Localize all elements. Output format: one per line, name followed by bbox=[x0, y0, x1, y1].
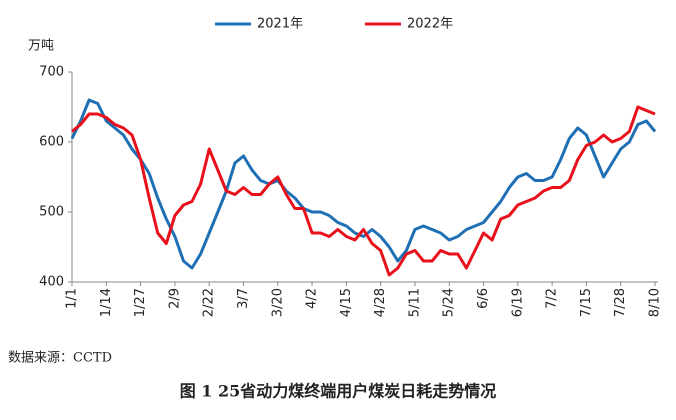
y-unit: 万吨 bbox=[28, 39, 54, 54]
series-line bbox=[70, 98, 657, 270]
x-tick-label: 7/15 bbox=[579, 288, 594, 317]
x-tick-label: 5/24 bbox=[442, 288, 457, 317]
source: 数据来源：CCTD bbox=[8, 351, 112, 366]
x-tick-label: 5/11 bbox=[407, 288, 422, 317]
x-tick-label: 4/28 bbox=[373, 288, 388, 317]
x-tick-label: 6/19 bbox=[510, 288, 525, 317]
y-tick-label: 600 bbox=[39, 135, 64, 150]
caption: 图 1 25省动力煤终端用户煤炭日耗走势情况 bbox=[180, 382, 497, 401]
y-tick-label: 500 bbox=[39, 205, 64, 220]
x-tick-label: 2/9 bbox=[167, 288, 182, 309]
y-tick-label: 400 bbox=[39, 275, 64, 290]
x-tick-label: 7/28 bbox=[613, 288, 628, 317]
x-tick-label: 7/2 bbox=[545, 288, 560, 309]
x-tick-label: 2/22 bbox=[202, 288, 217, 317]
x-tick-label: 3/20 bbox=[270, 288, 285, 317]
x-tick-label: 1/27 bbox=[133, 288, 148, 317]
legend-label: 2021年 bbox=[257, 17, 303, 32]
x-tick-label: 4/15 bbox=[339, 288, 354, 317]
x-tick-label: 6/6 bbox=[476, 288, 491, 309]
legend-label: 2022年 bbox=[407, 17, 453, 32]
x-tick-label: 1/14 bbox=[99, 288, 114, 317]
x-tick-label: 3/7 bbox=[236, 288, 251, 309]
x-tick-label: 4/2 bbox=[305, 288, 320, 309]
series-line bbox=[71, 105, 656, 277]
y-tick-label: 700 bbox=[39, 65, 64, 80]
x-tick-label: 1/1 bbox=[65, 288, 80, 309]
x-tick-label: 8/10 bbox=[648, 288, 663, 317]
